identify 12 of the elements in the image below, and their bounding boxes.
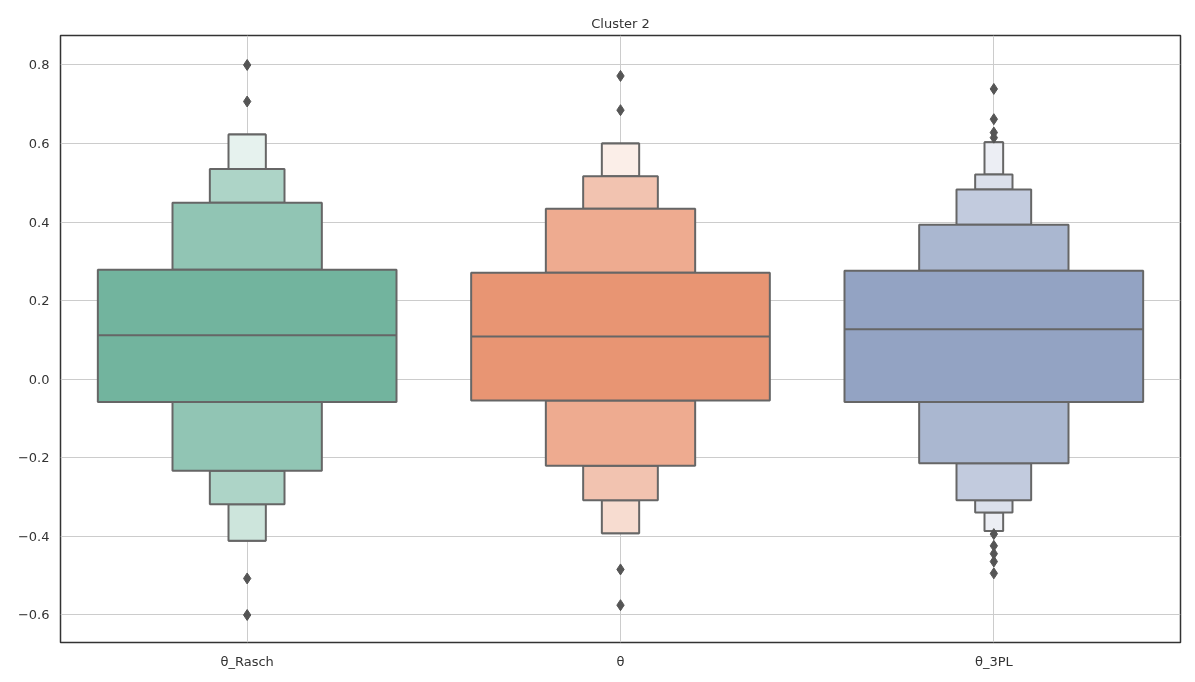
y-tick-label: 0.6 [28,136,50,152]
chart-title: Cluster 2 [591,15,650,31]
y-tick-label: 0.8 [28,57,50,73]
x-tick-label: θ [616,653,625,669]
y-tick-label: −0.6 [17,607,50,623]
y-tick-label: 0.2 [28,293,50,309]
y-tick-label: −0.2 [17,450,50,466]
y-tick-label: −0.4 [17,528,50,544]
y-tick-label: 0.4 [28,214,50,230]
y-tick-label: 0.0 [28,371,50,387]
x-tick-label: θ_Rasch [220,653,274,669]
x-tick-label: θ_3PL [974,653,1014,669]
